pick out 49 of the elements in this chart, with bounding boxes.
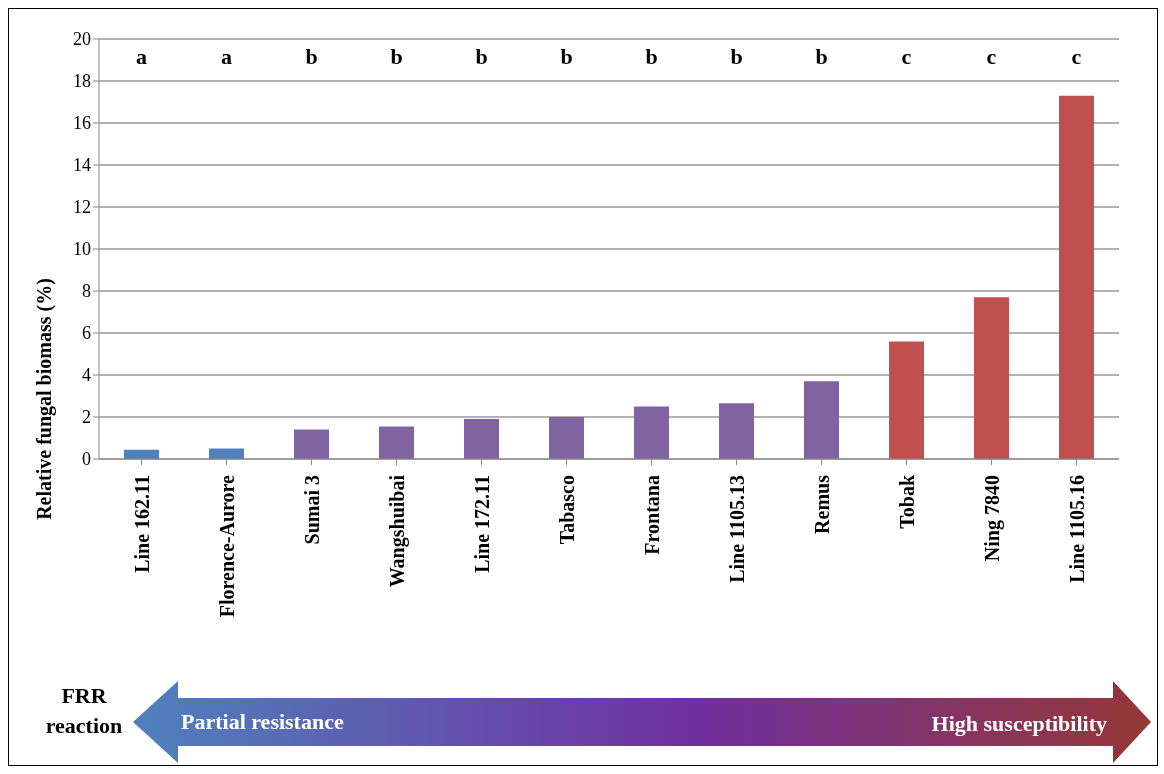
text: FRR reaction	[44, 682, 124, 740]
x-tick-label: Remus	[810, 474, 833, 534]
annotation: b	[815, 43, 828, 69]
y-tick-label: 0	[82, 449, 91, 470]
bar	[379, 426, 414, 459]
annotation: b	[475, 43, 488, 69]
bar	[634, 406, 669, 459]
y-tick-label: 14	[73, 155, 91, 176]
x-tick-label: Line 172.11	[470, 475, 493, 573]
x-tick-label: Tobak	[895, 474, 918, 529]
annotation: a	[221, 43, 232, 69]
annotation: c	[901, 43, 912, 69]
annotation: b	[390, 43, 403, 69]
annotation: a	[136, 43, 147, 69]
y-tick-label: 8	[82, 281, 91, 302]
y-tick-label: 20	[73, 29, 91, 50]
y-tick-label: 16	[73, 113, 91, 134]
bar	[464, 419, 499, 459]
x-tick-label: Line 1105.16	[1065, 475, 1088, 583]
x-tick-label: Ning 7840	[980, 475, 1004, 562]
annotation: b	[730, 43, 743, 69]
annotation: c	[986, 43, 997, 69]
y-tick-label: 2	[82, 407, 91, 428]
x-tick-label: Wangshuibai	[385, 474, 409, 588]
bar	[1059, 95, 1094, 459]
y-tick-label: 4	[82, 365, 91, 386]
y-tick-label: 12	[73, 197, 91, 218]
x-tick-label: Sumai 3	[300, 475, 323, 545]
annotation: b	[645, 43, 658, 69]
y-tick-label: 18	[73, 71, 91, 92]
bar	[294, 429, 329, 459]
bar	[804, 381, 839, 459]
x-tick-label: Line 162.11	[130, 475, 153, 573]
x-tick-label: Line 1105.13	[725, 475, 748, 583]
bar	[549, 417, 584, 459]
bar	[889, 341, 924, 459]
y-tick-label: 10	[73, 239, 91, 260]
bar	[974, 297, 1009, 459]
annotation: c	[1071, 43, 1082, 69]
bar	[719, 403, 754, 459]
x-tick-label: Florence-Aurore	[215, 474, 238, 618]
text: Partial resistance	[181, 709, 344, 735]
text: High susceptibility	[931, 711, 1107, 737]
x-tick-label: Tabasco	[555, 475, 578, 545]
y-tick-label: 6	[82, 323, 91, 344]
x-tick-label: Frontana	[640, 475, 663, 555]
annotation: b	[305, 43, 318, 69]
annotation: b	[560, 43, 573, 69]
y-axis-title: Relative fungal biomass (%)	[33, 278, 57, 520]
